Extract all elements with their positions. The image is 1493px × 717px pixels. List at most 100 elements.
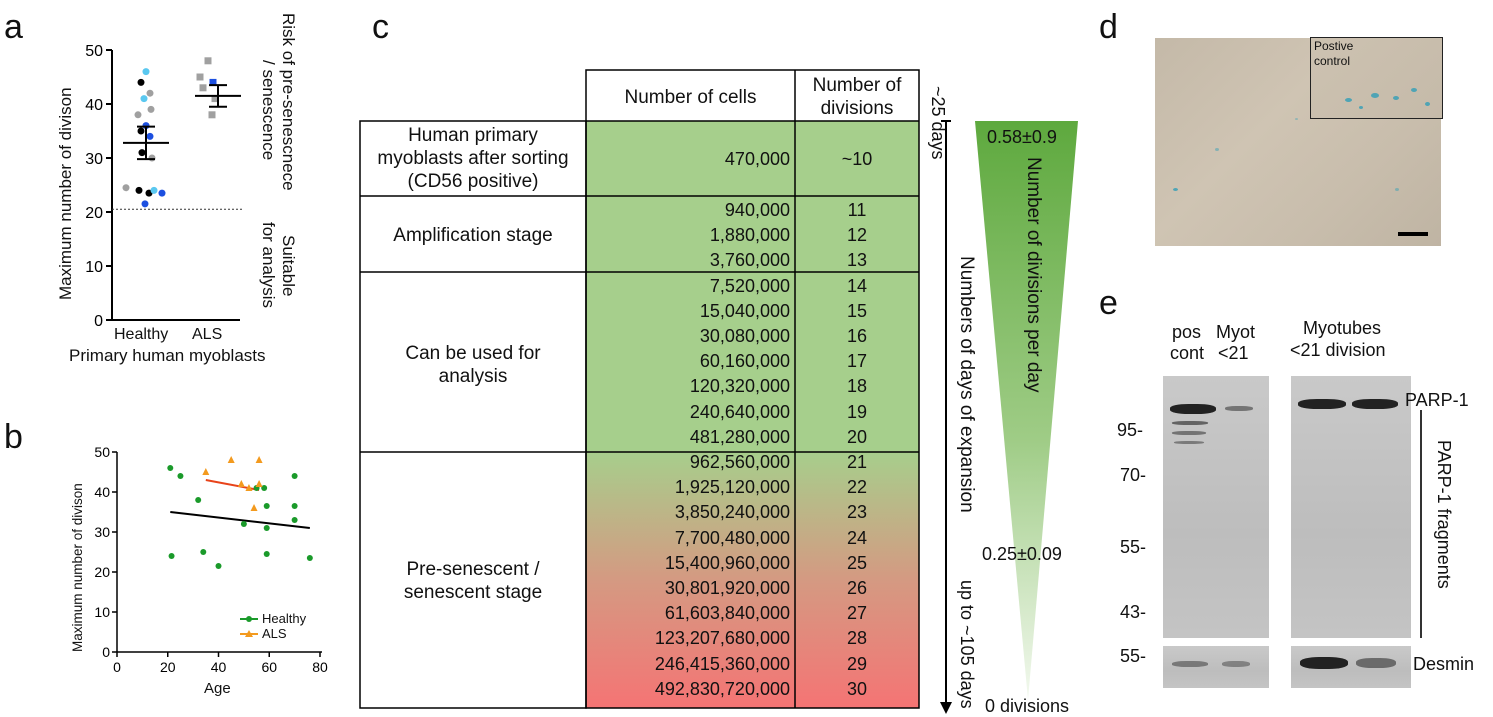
- healthy-point: [138, 149, 146, 157]
- cell-count: 246,415,360,000: [654, 653, 790, 674]
- band-desmin-myotubes-2: [1356, 658, 1396, 668]
- cell-count: 15,400,960,000: [664, 552, 790, 573]
- cell-count: 61,603,840,000: [664, 603, 790, 624]
- healthy-point: [134, 111, 142, 119]
- healthy-point: [141, 200, 149, 208]
- band-frag-3: [1174, 441, 1204, 444]
- blot-right-main: [1291, 376, 1411, 638]
- division-count: 17: [846, 351, 868, 372]
- rate-top-value: 0.58±0.9: [987, 127, 1057, 147]
- panel-b-xtick: 80: [312, 659, 328, 675]
- division-count: 27: [846, 603, 868, 624]
- healthy-point: [240, 521, 247, 527]
- healthy-point: [291, 473, 298, 479]
- cell-count: 7,700,480,000: [674, 527, 790, 548]
- fragments-bracket: [1420, 410, 1422, 638]
- inset-label-1: Postive: [1314, 39, 1354, 53]
- cell-count: 481,280,000: [689, 426, 790, 447]
- healthy-point: [291, 503, 298, 509]
- band-parp1-myotubes-1: [1298, 399, 1346, 409]
- label-parp1: PARP-1: [1405, 390, 1469, 410]
- label-desmin: Desmin: [1413, 654, 1475, 674]
- lane-pos-1: pos: [1172, 322, 1202, 342]
- als-point: [204, 57, 212, 65]
- als-point: [227, 456, 235, 463]
- cell-count: 123,207,680,000: [654, 628, 790, 649]
- panel-b-ytick: 20: [94, 564, 110, 580]
- healthy-point: [158, 189, 166, 197]
- healthy-point: [137, 127, 145, 135]
- lane-myot-1: Myot: [1216, 322, 1256, 342]
- division-count: 21: [846, 452, 868, 472]
- healthy-point: [142, 68, 150, 76]
- panel-b-letter: b: [4, 418, 23, 456]
- cell-count: 492,830,720,000: [654, 678, 790, 699]
- healthy-point: [150, 186, 158, 194]
- cell-count: 962,560,000: [689, 452, 790, 472]
- days-axis-label: Numbers of days of expansion: [956, 256, 977, 513]
- division-count: 29: [846, 653, 868, 674]
- als-point: [211, 95, 219, 103]
- panel-b-xtick: 40: [211, 659, 227, 675]
- healthy-point: [291, 517, 298, 523]
- cell-count: 1,880,000: [709, 225, 790, 246]
- panel-a-ytick: 50: [85, 43, 103, 60]
- division-count: ~10: [841, 149, 873, 169]
- als-point: [202, 468, 210, 475]
- mw-43: 43-: [1120, 602, 1147, 622]
- als-point: [255, 456, 263, 463]
- panel-a-letter: a: [4, 8, 23, 46]
- band-frag-1: [1172, 421, 1208, 425]
- panel-b-xlabel: Age: [204, 680, 231, 697]
- division-count: 20: [846, 426, 868, 447]
- band-desmin-myot: [1222, 661, 1250, 667]
- panel-a-ytick: 10: [85, 259, 103, 276]
- positive-control-inset: [1310, 37, 1443, 119]
- als-point: [209, 78, 217, 86]
- legend-als-marker: [245, 630, 253, 637]
- band-desmin-myotubes-1: [1300, 657, 1348, 669]
- stage-sorted-line1: Human primary: [408, 125, 538, 146]
- mw-55-desmin: 55-: [1120, 646, 1147, 666]
- division-count: 13: [846, 250, 868, 271]
- cell-count: 15,040,000: [699, 300, 790, 321]
- healthy-point: [263, 503, 270, 509]
- rate-label: Number of divisions per day: [1023, 157, 1044, 393]
- healthy-point: [146, 132, 154, 140]
- days-arrow-head: [940, 702, 952, 714]
- header-number-of-divisions-1: Number of: [812, 75, 902, 96]
- panel-a-ytick: 20: [85, 205, 103, 222]
- lane-myotubes-2: <21 division: [1290, 340, 1386, 360]
- cell-count: 3,760,000: [709, 250, 790, 271]
- panel-a-xlabel: Primary human myoblasts: [69, 346, 266, 365]
- panel-b-xtick: 0: [113, 659, 121, 675]
- panel-b-ytick: 30: [94, 524, 110, 540]
- cells-fill: [586, 121, 919, 708]
- als-point: [199, 84, 207, 92]
- division-count: 16: [846, 326, 868, 346]
- healthy-point: [263, 551, 270, 557]
- inset-label-2: control: [1314, 54, 1351, 68]
- division-count: 30: [846, 678, 868, 699]
- healthy-point: [135, 186, 143, 194]
- healthy-point: [137, 78, 145, 86]
- healthy-point: [168, 553, 175, 559]
- band-parp1-myotubes-2: [1352, 399, 1398, 409]
- division-count: 22: [846, 477, 868, 498]
- panel-d-letter: d: [1099, 8, 1118, 46]
- rate-bottom-value: 0 divisions: [985, 696, 1070, 716]
- als-point: [237, 480, 245, 487]
- healthy-point: [195, 497, 202, 503]
- lane-pos-2: cont: [1170, 343, 1205, 363]
- blot-left-desmin: [1163, 646, 1269, 688]
- healthy-point: [167, 465, 174, 471]
- band-desmin-pos: [1172, 661, 1208, 667]
- als-point: [250, 504, 258, 511]
- cell-count: 240,640,000: [689, 401, 790, 422]
- division-count: 12: [846, 225, 868, 246]
- stage-senescent-line2: senescent stage: [403, 582, 543, 603]
- band-frag-2: [1172, 431, 1206, 435]
- stage-analysis-line2: analysis: [438, 366, 508, 387]
